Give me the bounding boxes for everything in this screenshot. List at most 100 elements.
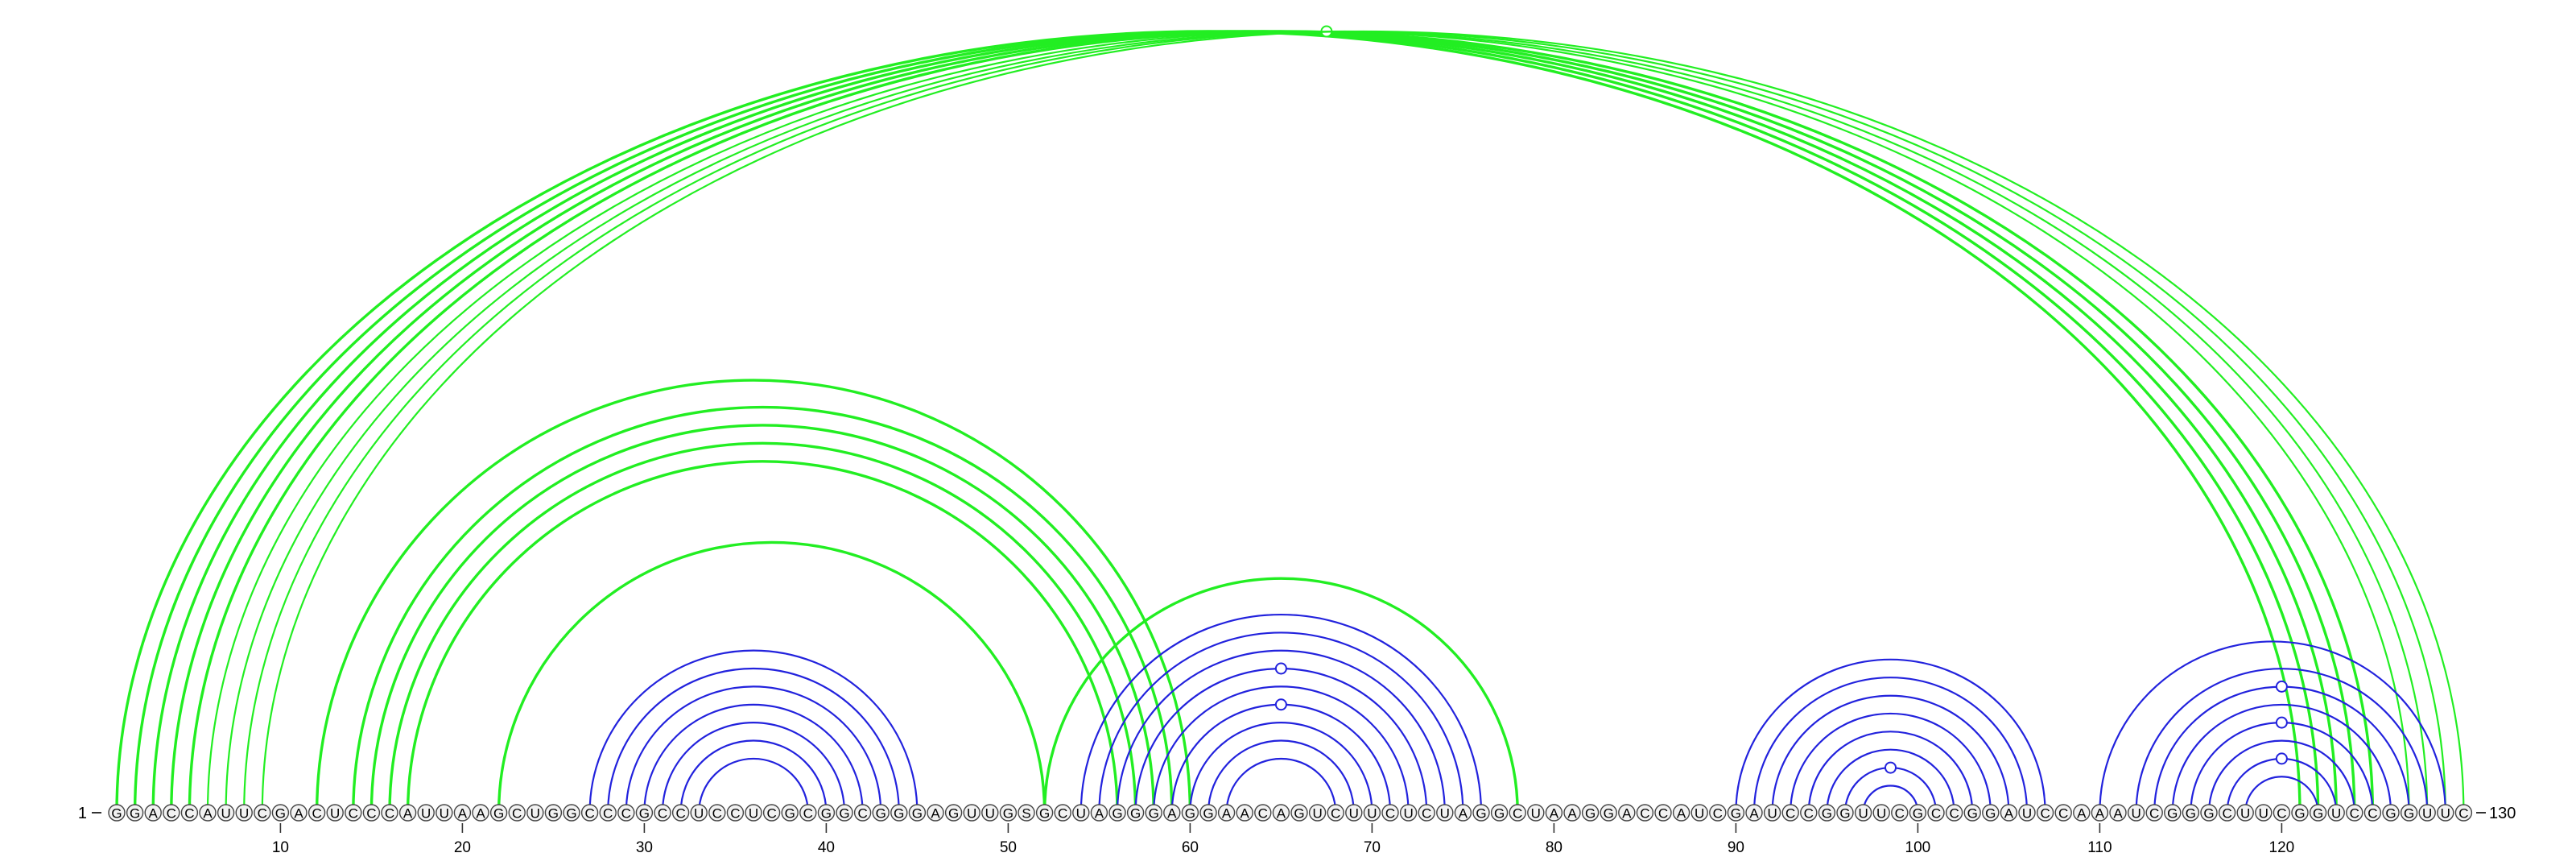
nucleotide-letter-112: U: [2131, 806, 2140, 822]
nucleotide-25: G: [544, 804, 563, 822]
nucleotide-letter-97: U: [1858, 806, 1868, 822]
nucleotide-2: G: [126, 804, 144, 822]
nucleotide-letter-4: C: [167, 806, 176, 822]
tick-label-10: 10: [272, 839, 289, 856]
nucleotide-125: C: [2363, 804, 2382, 822]
nucleotide-letter-108: C: [2058, 806, 2068, 822]
tick-label-50: 50: [1000, 839, 1017, 856]
nucleotide-41: G: [836, 804, 853, 822]
nucleotide-75: A: [1454, 804, 1472, 822]
nucleotide-112: U: [2127, 804, 2145, 822]
nucleotide-letter-62: A: [1222, 806, 1232, 822]
base-pair-arc-17-56: [406, 460, 1119, 814]
nucleotide-47: G: [944, 804, 963, 822]
nucleotide-letter-29: C: [621, 806, 631, 822]
nucleotide-23: C: [508, 804, 526, 822]
base-pair-arc-94-103: [1807, 731, 1974, 814]
nucleotide-63: A: [1236, 804, 1253, 822]
nucleotide-letter-91: A: [1749, 806, 1759, 822]
nucleotide-101: C: [1927, 804, 1945, 822]
nucleotide-69: U: [1345, 804, 1363, 822]
nucleotide-letter-50: G: [1003, 806, 1013, 822]
nucleotide-64: C: [1254, 804, 1272, 822]
nucleotide-104: G: [1982, 804, 2000, 822]
nucleotide-97: U: [1854, 804, 1872, 822]
base-pair-arc-15-58: [369, 424, 1155, 814]
tick-label-90: 90: [1728, 839, 1744, 856]
nucleotide-letter-37: C: [766, 806, 776, 822]
nucleotide-letter-48: U: [967, 806, 976, 822]
nucleotide-32: C: [671, 804, 690, 822]
nucleotide-letter-3: A: [149, 806, 159, 822]
nucleotide-letter-28: C: [603, 806, 613, 822]
nucleotide-letter-14: C: [349, 806, 358, 822]
tick-label-80: 80: [1546, 839, 1563, 856]
nucleotide-70: U: [1363, 804, 1381, 822]
nucleotide-43: G: [872, 804, 890, 822]
nucleotide-53: C: [1054, 804, 1071, 822]
nucleotide-46: A: [927, 804, 944, 822]
nucleotide-20: A: [453, 804, 472, 822]
nucleotide-letter-83: G: [1604, 806, 1614, 822]
nucleotide-33: U: [690, 804, 708, 822]
nucleotide-letter-31: C: [658, 806, 667, 822]
nucleotide-letter-84: A: [1622, 806, 1632, 822]
nucleotide-letter-26: G: [566, 806, 576, 822]
nucleotide-120: C: [2273, 804, 2291, 822]
nucleotide-letter-20: A: [458, 806, 468, 822]
nucleotide-letter-18: U: [421, 806, 431, 822]
base-pair-arc-60-70: [1189, 722, 1373, 814]
nucleotide-100: G: [1909, 804, 1927, 822]
nucleotide-letter-109: A: [2077, 806, 2087, 822]
nucleotide-letter-80: A: [1550, 806, 1559, 822]
base-pair-arc-12-60: [315, 379, 1192, 814]
base-pair-arc-62-68: [1225, 757, 1337, 814]
nucleotide-letter-87: A: [1677, 806, 1686, 822]
nucleotide-letter-36: U: [749, 806, 758, 822]
nucleotide-90: G: [1727, 804, 1745, 822]
base-pair-arc-52-78: [1042, 577, 1519, 814]
nucleotide-13: U: [326, 804, 344, 822]
nucleotide-117: C: [2218, 804, 2236, 822]
nucleotide-83: G: [1600, 804, 1617, 822]
nucleotide-letter-68: C: [1331, 806, 1340, 822]
nucleotide-letter-110: A: [2095, 806, 2105, 822]
nucleotide-107: C: [2036, 804, 2054, 822]
nucleotide-116: G: [2200, 804, 2218, 822]
tick-label-110: 110: [2087, 839, 2112, 856]
nucleotide-123: U: [2327, 804, 2345, 822]
base-pair-arc-61-69: [1207, 739, 1355, 814]
nucleotide-letter-7: U: [221, 806, 230, 822]
nucleotide-letter-104: G: [1985, 806, 1996, 822]
nucleotide-letter-13: U: [330, 806, 340, 822]
nucleotide-88: U: [1690, 804, 1708, 822]
nucleotide-118: U: [2236, 804, 2254, 822]
nucleotide-letter-94: C: [1804, 806, 1814, 822]
nucleotide-letter-12: C: [312, 806, 321, 822]
nucleotide-letter-24: U: [530, 806, 540, 822]
base-pair-arc-14-59: [352, 405, 1174, 814]
nucleotide-77: G: [1490, 804, 1509, 822]
nucleotide-letter-95: G: [1822, 806, 1832, 822]
nucleotide-129: U: [2437, 804, 2454, 822]
nucleotide-letter-125: C: [2368, 806, 2377, 822]
noncanonical-pair-marker-117-123: [2275, 752, 2288, 765]
nucleotide-letter-114: G: [2167, 806, 2178, 822]
nucleotide-6: A: [199, 804, 217, 822]
nucleotide-letter-96: G: [1839, 806, 1850, 822]
nucleotide-24: U: [526, 804, 544, 822]
nucleotide-67: U: [1308, 804, 1327, 822]
nucleotide-letter-25: G: [548, 806, 559, 822]
nucleotide-letter-92: U: [1767, 806, 1777, 822]
base-pair-arc-114-126: [2171, 703, 2392, 814]
nucleotide-letter-47: G: [948, 806, 959, 822]
nucleotide-36: U: [745, 804, 762, 822]
nucleotide-letter-117: C: [2222, 806, 2231, 822]
base-pair-arc-31-41: [661, 722, 846, 814]
nucleotide-letter-101: C: [1931, 806, 1941, 822]
nucleotide-letter-98: U: [1876, 806, 1886, 822]
nucleotide-121: G: [2291, 804, 2309, 822]
nucleotide-letter-86: C: [1658, 806, 1668, 822]
nucleotide-letter-85: C: [1640, 806, 1649, 822]
nucleotide-37: C: [762, 804, 781, 822]
